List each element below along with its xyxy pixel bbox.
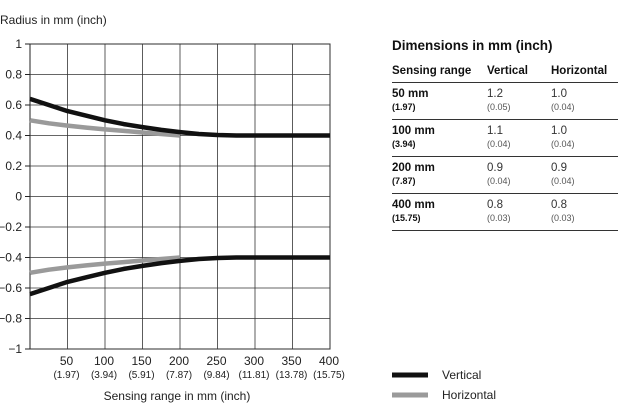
y-tick-label: 1 <box>15 37 22 51</box>
cell-inch-range: (7.87) <box>392 176 416 186</box>
x-tick-sublabel: (1.97) <box>53 370 79 381</box>
table-cell-horizontal: 1.0 (0.04) <box>551 88 618 115</box>
y-tick-label: −0.4 <box>0 251 22 265</box>
y-axis-label: Radius in mm (inch) <box>0 13 107 27</box>
table-row: 50 mm (1.97) 1.2 (0.05) 1.0 (0.04) <box>392 83 618 120</box>
x-tick-sublabel: (3.94) <box>91 370 117 381</box>
chart-legend: Vertical Horizontal <box>392 368 496 402</box>
x-tick-sublabel: (15.75) <box>313 370 345 381</box>
series-line-horizontal-upper <box>29 118 181 138</box>
x-tick-label: 250 <box>206 354 226 368</box>
cell-inch-horizontal: (0.04) <box>551 139 575 149</box>
legend-label-vertical: Vertical <box>442 368 481 382</box>
chart-ticks: 1 0.8 0.6 0.4 0.2 0 −0.2 −0.4 −0.6 −0.8 −1 50 (1.97)… <box>0 37 345 381</box>
table-title: Dimensions in mm (inch) <box>392 38 553 53</box>
table-cell-vertical: 1.2 (0.05) <box>487 88 551 115</box>
x-tick-label: 300 <box>244 354 264 368</box>
table-row: 200 mm (7.87) 0.9 (0.04) 0.9 (0.04) <box>392 157 618 194</box>
header-vertical: Vertical <box>487 65 528 77</box>
cell-inch-horizontal: (0.03) <box>551 213 575 223</box>
series-line-vertical-lower <box>29 255 330 297</box>
table-cell-range: 100 mm (3.94) <box>392 125 487 152</box>
header-horizontal: Horizontal <box>551 65 608 77</box>
cell-value-horizontal: 1.0 <box>551 125 567 137</box>
header-sensing-range: Sensing range <box>392 65 472 77</box>
cell-value-range: 50 mm <box>392 88 429 100</box>
table-cell-vertical: 0.8 (0.03) <box>487 199 551 226</box>
table-row: 100 mm (3.94) 1.1 (0.04) 1.0 (0.04) <box>392 120 618 157</box>
table-body: 50 mm (1.97) 1.2 (0.05) 1.0 (0.04) 100 mm (3.94… <box>392 83 618 231</box>
y-tick-label: 0.4 <box>5 129 22 143</box>
cell-value-horizontal: 1.0 <box>551 88 567 100</box>
table-cell-range: 400 mm (15.75) <box>392 199 487 226</box>
cell-value-vertical: 0.9 <box>487 162 503 174</box>
y-tick-label: −0.2 <box>0 220 22 234</box>
x-tick-label: 200 <box>169 354 189 368</box>
table-header-row: Sensing range Vertical Horizontal <box>392 65 618 83</box>
cell-inch-vertical: (0.04) <box>487 139 511 149</box>
dimensions-table: Dimensions in mm (inch) Sensing range Ve… <box>392 38 618 231</box>
cell-value-range: 400 mm <box>392 199 435 211</box>
table-cell-horizontal: 0.9 (0.04) <box>551 162 618 189</box>
cell-inch-vertical: (0.03) <box>487 213 511 223</box>
chart-grid <box>29 43 331 350</box>
x-tick-sublabel: (7.87) <box>166 370 192 381</box>
cell-inch-horizontal: (0.04) <box>551 102 575 112</box>
x-tick-label: 150 <box>131 354 151 368</box>
y-tick-label: 0.6 <box>5 98 22 112</box>
y-tick-label: 0.8 <box>5 68 22 82</box>
cell-inch-range: (15.75) <box>392 213 421 223</box>
cell-value-horizontal: 0.9 <box>551 162 567 174</box>
x-tick-label: 100 <box>94 354 114 368</box>
cell-value-range: 200 mm <box>392 162 435 174</box>
cell-inch-horizontal: (0.04) <box>551 176 575 186</box>
y-tick-label: 0 <box>15 190 22 204</box>
cell-inch-vertical: (0.04) <box>487 176 511 186</box>
cell-value-vertical: 1.2 <box>487 88 503 100</box>
table-cell-range: 200 mm (7.87) <box>392 162 487 189</box>
table-cell-horizontal: 1.0 (0.04) <box>551 125 618 152</box>
cell-inch-vertical: (0.05) <box>487 102 511 112</box>
cell-inch-range: (1.97) <box>392 102 416 112</box>
x-tick-sublabel: (11.81) <box>239 370 270 381</box>
y-tick-label: −1 <box>8 342 22 356</box>
table-cell-horizontal: 0.8 (0.03) <box>551 199 618 226</box>
x-axis-label: Sensing range in mm (inch) <box>104 389 251 403</box>
cell-value-vertical: 1.1 <box>487 125 503 137</box>
y-tick-label: 0.2 <box>5 159 22 173</box>
cell-inch-range: (3.94) <box>392 139 416 149</box>
series-line-vertical-upper <box>29 96 330 138</box>
legend-label-horizontal: Horizontal <box>442 388 496 402</box>
x-tick-sublabel: (13.78) <box>276 370 308 381</box>
x-tick-label: 50 <box>60 354 74 368</box>
y-tick-label: −0.8 <box>0 312 22 326</box>
chart-series <box>29 96 330 297</box>
table-cell-vertical: 0.9 (0.04) <box>487 162 551 189</box>
table-row: 400 mm (15.75) 0.8 (0.03) 0.8 (0.03) <box>392 194 618 231</box>
cell-value-vertical: 0.8 <box>487 199 503 211</box>
x-tick-label: 350 <box>281 354 301 368</box>
x-tick-label: 400 <box>319 354 339 368</box>
x-tick-sublabel: (5.91) <box>128 370 154 381</box>
cell-value-horizontal: 0.8 <box>551 199 567 211</box>
series-line-horizontal-lower <box>29 255 181 276</box>
table-cell-range: 50 mm (1.97) <box>392 88 487 115</box>
cell-value-range: 100 mm <box>392 125 435 137</box>
x-tick-sublabel: (9.84) <box>203 370 229 381</box>
table-cell-vertical: 1.1 (0.04) <box>487 125 551 152</box>
y-tick-label: −0.6 <box>0 281 22 295</box>
